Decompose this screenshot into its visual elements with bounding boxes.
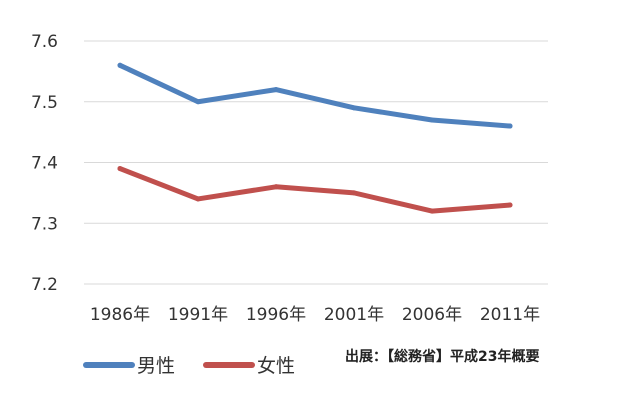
y-tick-label: 7.3 (31, 214, 58, 234)
x-axis-ticks: 1986年 1991年 1996年 2001年 2006年 2011年 (90, 305, 540, 325)
data-point (273, 184, 279, 190)
data-point (429, 117, 435, 123)
data-point (351, 105, 357, 111)
data-point (117, 166, 123, 172)
y-tick-label: 7.2 (31, 275, 58, 295)
legend: 男性 女性 (83, 355, 295, 377)
source-note: 出展：【総務省】平成23年概要 (345, 348, 539, 365)
y-tick-label: 7.5 (31, 93, 58, 113)
x-tick-label: 2011年 (480, 305, 540, 325)
x-tick-label: 1986年 (90, 305, 150, 325)
y-tick-label: 7.4 (31, 154, 58, 174)
data-point (117, 62, 123, 68)
legend-item-1: 男性 (83, 355, 175, 377)
legend-label: 男性 (137, 355, 175, 377)
y-tick-label: 7.6 (31, 32, 58, 52)
series-line-2 (117, 166, 513, 214)
data-point (507, 123, 513, 129)
data-point (195, 99, 201, 105)
series-line-1 (117, 62, 513, 129)
gridlines (84, 40, 548, 285)
legend-label: 女性 (257, 355, 295, 377)
x-tick-label: 2001年 (324, 305, 384, 325)
legend-item-2: 女性 (203, 355, 295, 377)
y-axis-ticks: 7.2 7.3 7.4 7.5 7.6 (31, 32, 58, 295)
data-point (429, 208, 435, 214)
data-point (351, 190, 357, 196)
x-tick-label: 2006年 (402, 305, 462, 325)
data-point (273, 87, 279, 93)
series-lines (117, 62, 513, 214)
x-tick-label: 1996年 (246, 305, 306, 325)
data-point (507, 202, 513, 208)
data-point (195, 196, 201, 202)
x-tick-label: 1991年 (168, 305, 228, 325)
